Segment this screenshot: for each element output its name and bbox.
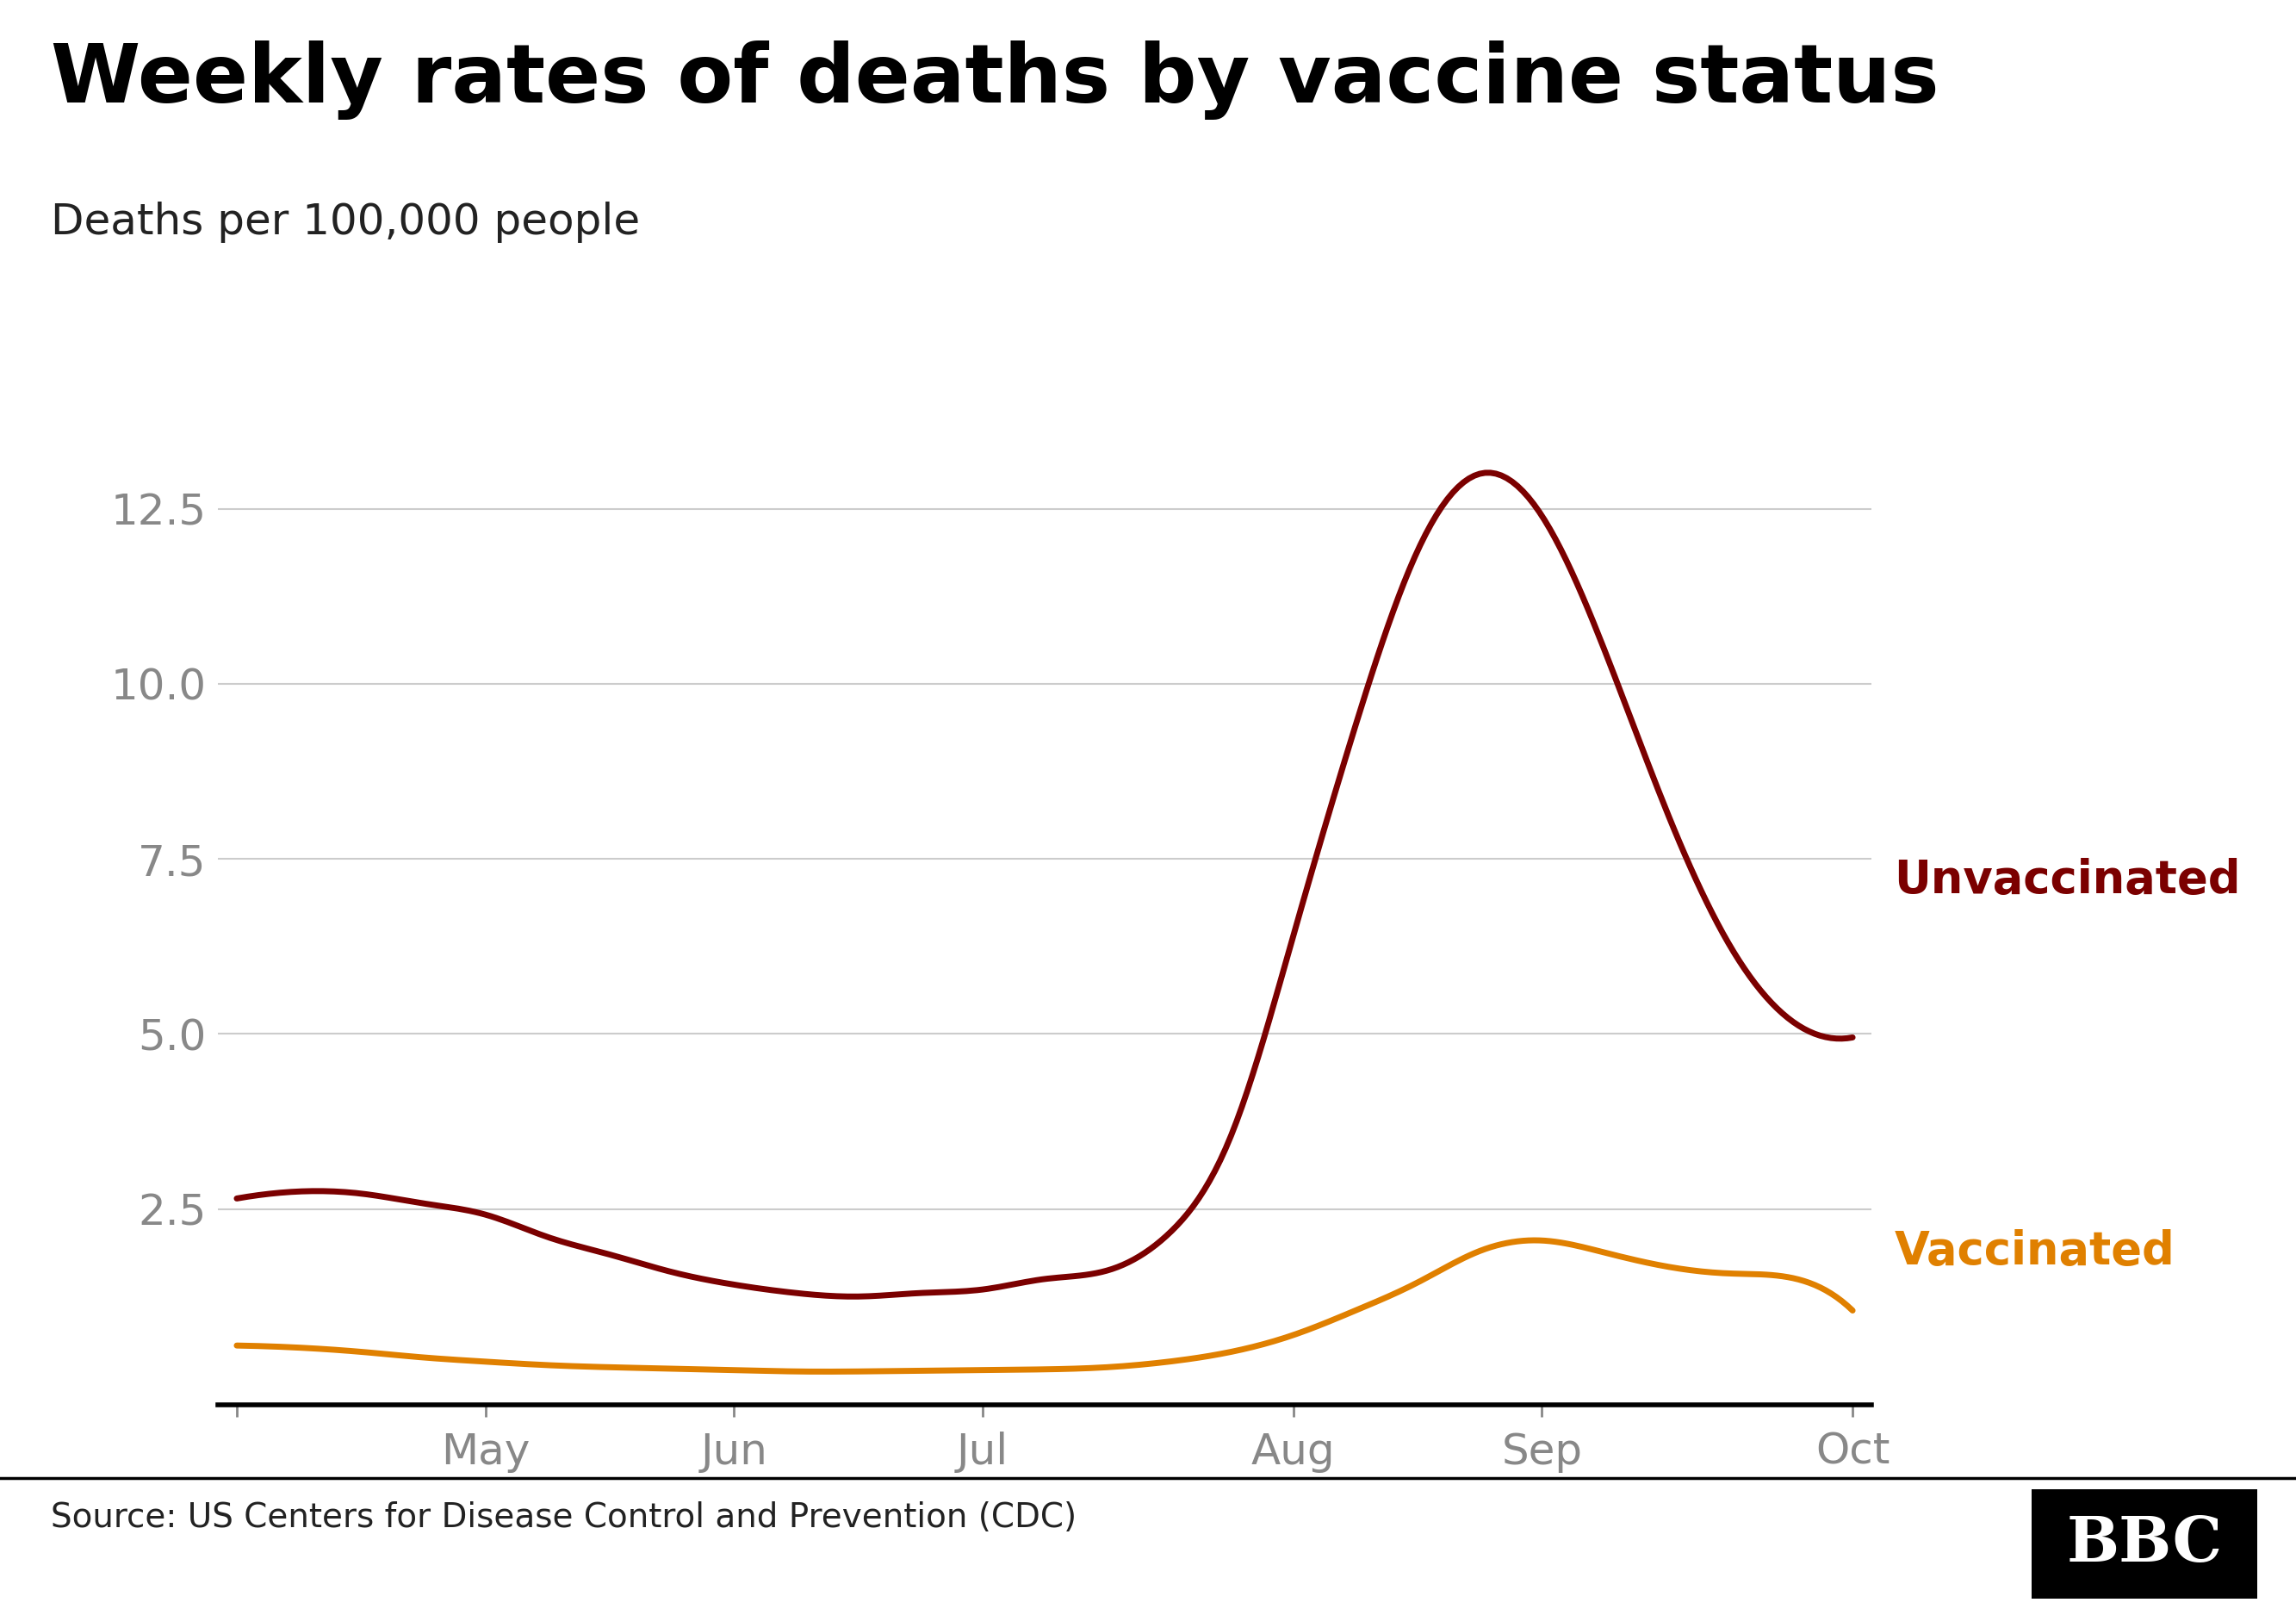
Text: Weekly rates of deaths by vaccine status: Weekly rates of deaths by vaccine status [51,40,1938,120]
Text: Unvaccinated: Unvaccinated [1894,858,2241,903]
Text: Deaths per 100,000 people: Deaths per 100,000 people [51,202,641,244]
Text: BBC: BBC [2066,1513,2223,1575]
Text: Source: US Centers for Disease Control and Prevention (CDC): Source: US Centers for Disease Control a… [51,1502,1077,1534]
Text: Vaccinated: Vaccinated [1894,1229,2174,1274]
